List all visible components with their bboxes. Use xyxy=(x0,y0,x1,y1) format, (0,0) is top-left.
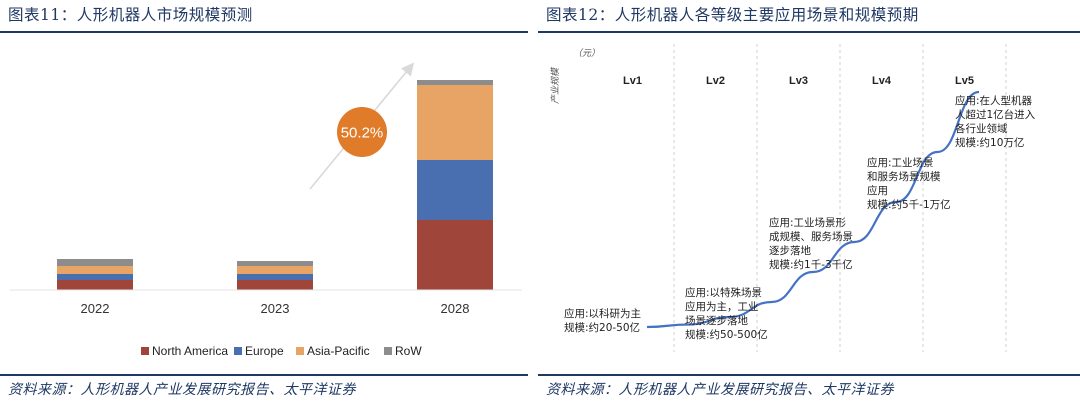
bar-segment-2023-europe xyxy=(237,274,313,280)
level-label-lv5: Lv5 xyxy=(955,75,974,87)
bar-segment-2028-north-america xyxy=(417,220,493,290)
bar-segment-2022-asia-pacific xyxy=(57,266,133,274)
bar-segment-2023-asia-pacific xyxy=(237,266,313,274)
legend-label: RoW xyxy=(395,344,422,358)
bar-segment-2028-asia-pacific xyxy=(417,85,493,160)
chart-title-12: 图表12：人形机器人各等级主要应用场景和规模预期 xyxy=(546,6,919,24)
level-annotation: 应用:在人型机器人超过1亿台进入各行业领域规模:约10万亿 xyxy=(955,94,1036,149)
x-tick-label: 2028 xyxy=(441,301,470,316)
legend-label: Asia-Pacific xyxy=(307,344,370,358)
growth-label: 50.2% xyxy=(341,125,384,142)
footer-rule xyxy=(538,374,1080,376)
legend-label: North America xyxy=(152,344,228,358)
level-label-lv2: Lv2 xyxy=(706,75,725,87)
scale-growth-curve xyxy=(646,90,980,329)
footer-rule xyxy=(0,374,528,376)
stacked-bar-chart: 50.2% 2022 2023 2028 North America Europe As… xyxy=(10,62,522,358)
growth-badge: 50.2% xyxy=(337,107,387,157)
growth-curve-chart: 产业规模 （元） Lv1 Lv2 Lv3 Lv4 Lv5 应用:以科研为主规模:约20-… xyxy=(550,44,1036,352)
growth-badge-circle xyxy=(337,107,387,157)
right-panel: 图表12：人形机器人各等级主要应用场景和规模预期 产业规模 （元） Lv1 Lv2… xyxy=(538,0,1080,401)
legend-swatch xyxy=(296,347,304,355)
source-note: 资料来源：人形机器人产业发展研究报告、太平洋证券 xyxy=(8,382,356,398)
bar-segment-2022-north-america xyxy=(57,280,133,290)
bar-segment-2022-europe xyxy=(57,274,133,280)
level-annotation: 应用:工业场景形成规模、服务场景逐步落地规模:约1千-3千亿 xyxy=(769,216,853,271)
level-label-lv1: Lv1 xyxy=(623,75,642,87)
level-label-lv4: Lv4 xyxy=(872,75,892,87)
level-annotation: 应用:工业场景和服务场景规模应用规模:约5千-1万亿 xyxy=(867,156,951,211)
bar-segment-2022-row xyxy=(57,259,133,266)
x-tick-label: 2022 xyxy=(81,301,110,316)
level-annotation: 应用:以特殊场景应用为主，工业场景逐步落地规模:约50-500亿 xyxy=(685,286,768,341)
bar-segment-2028-europe xyxy=(417,160,493,220)
bar-segment-2023-north-america xyxy=(237,280,313,290)
chart-title-11: 图表11：人形机器人市场规模预测 xyxy=(8,6,253,24)
level-annotation: 应用:以科研为主规模:约20-50亿 xyxy=(564,307,641,334)
title-rule xyxy=(0,31,528,33)
legend-swatch xyxy=(234,347,242,355)
left-panel: 图表11：人形机器人市场规模预测 50.2% 2022 2023 2028 Nort… xyxy=(0,0,528,401)
x-tick-label: 2023 xyxy=(261,301,290,316)
legend-swatch xyxy=(384,347,392,355)
source-note: 资料来源：人形机器人产业发展研究报告、太平洋证券 xyxy=(546,382,894,398)
bar-segment-2028-row xyxy=(417,80,493,85)
title-rule xyxy=(538,31,1080,33)
level-label-lv3: Lv3 xyxy=(789,75,808,87)
y-axis-label: 产业规模 xyxy=(550,66,561,104)
bar-segment-2023-row xyxy=(237,261,313,266)
legend-swatch xyxy=(141,347,149,355)
legend-label: Europe xyxy=(245,344,284,358)
y-axis-unit: （元） xyxy=(573,48,600,59)
